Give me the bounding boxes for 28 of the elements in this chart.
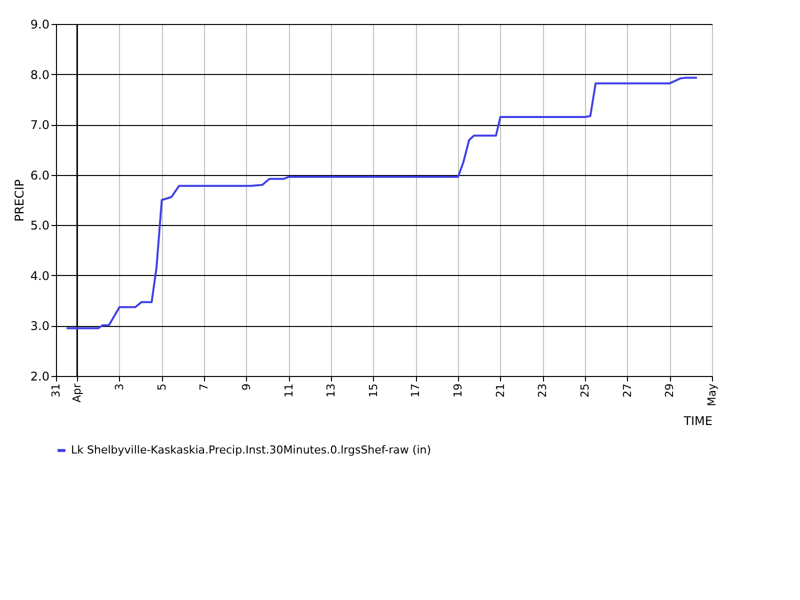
x-tick-label: 15 [366, 384, 380, 398]
y-axis-title: PRECIP [12, 179, 26, 222]
x-tick-label: 3 [112, 384, 126, 390]
y-tick-label: 4.0 [30, 268, 50, 283]
x-tick-label: 5 [155, 384, 168, 390]
y-tick-label: 6.0 [30, 168, 50, 182]
x-tick-label: 23 [536, 384, 550, 398]
y-tick-label: 5.0 [30, 218, 50, 233]
x-tick-label: 31 [50, 384, 62, 398]
y-tick-label: 2.0 [30, 370, 50, 384]
x-tick-label: 17 [409, 384, 422, 398]
x-tick-label: 21 [494, 384, 507, 398]
x-tick-label: May [706, 383, 718, 406]
y-tick-label: 8.0 [30, 68, 50, 82]
x-tick-label: 29 [663, 384, 676, 398]
x-tick-label: 19 [452, 384, 465, 398]
y-tick-label: 7.0 [30, 118, 50, 132]
x-tick-label: 9 [240, 384, 253, 390]
x-tick-label: 13 [324, 384, 338, 398]
y-tick-label: 3.0 [30, 319, 50, 334]
y-tick-label: 9.0 [30, 18, 50, 32]
legend-label: Lk Shelbyville-Kaskaskia.Precip.Inst.30Minutes.0.lrgsShef-raw (in) [71, 444, 432, 456]
x-axis-title: TIME [682, 414, 712, 428]
x-tick-label: Apr [70, 383, 84, 403]
x-tick-label: 11 [282, 384, 296, 398]
x-tick-label: 27 [620, 384, 634, 398]
x-tick-label: 25 [578, 384, 592, 398]
x-tick-label: 7 [198, 384, 211, 390]
